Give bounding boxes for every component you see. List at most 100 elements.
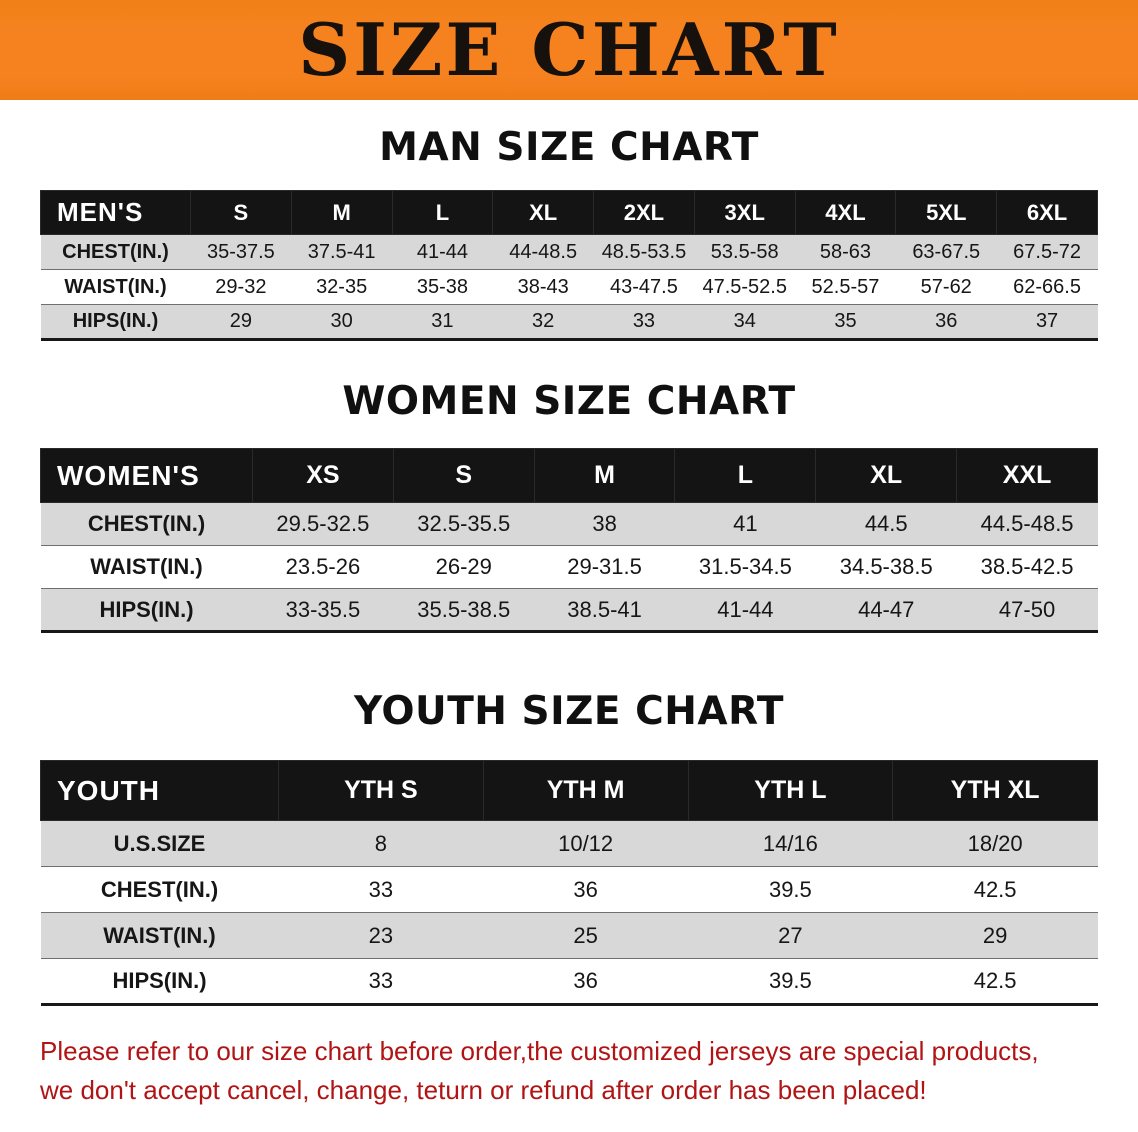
size-value-cell: 32-35 [291,269,393,305]
size-value-cell: 41-44 [392,234,493,270]
size-value-cell: 47.5-52.5 [694,269,796,305]
size-value-cell: 42.5 [892,866,1098,913]
size-value-cell: 10/12 [483,820,688,867]
size-value-cell: 44-48.5 [492,234,594,270]
size-column-header: XXL [956,448,1098,503]
size-value-cell: 43-47.5 [593,269,695,305]
size-value-cell: 37.5-41 [291,234,393,270]
size-value-cell: 39.5 [688,866,893,913]
size-value-cell: 35 [795,304,896,340]
size-value-cell: 31 [392,304,493,340]
size-column-header: L [674,448,817,503]
row-label: CHEST(IN.) [40,502,253,546]
size-value-cell: 67.5-72 [996,234,1098,270]
size-value-cell: 30 [291,304,393,340]
row-label: WAIST(IN.) [40,912,279,959]
size-value-cell: 36 [895,304,997,340]
size-value-cell: 23.5-26 [252,545,394,589]
women-section-title: WOMEN SIZE CHART [342,379,796,424]
youth-table-title-cell: YOUTH [40,760,279,821]
youth-header-row: YOUTH YTH S YTH M YTH L YTH XL [40,760,1098,821]
youth-size-table: YOUTH YTH S YTH M YTH L YTH XL U.S.SIZE … [40,760,1098,1006]
size-value-cell: 25 [483,912,688,959]
size-value-cell: 34 [694,304,796,340]
row-label: HIPS(IN.) [40,958,279,1005]
size-value-cell: 52.5-57 [795,269,896,305]
youth-section-title: YOUTH SIZE CHART [354,689,784,734]
size-column-header: L [391,190,494,235]
size-value-cell: 44-47 [815,588,957,632]
women-size-table: WOMEN'S XS S M L XL XXL CHEST(IN.) 29.5-… [40,448,1098,633]
size-column-header: YTH XL [892,760,1098,821]
men-header-row: MEN'S S M L XL 2XL 3XL 4XL 5XL 6XL [40,190,1098,235]
row-label: CHEST(IN.) [40,866,279,913]
size-value-cell: 42.5 [892,958,1098,1005]
size-value-cell: 27 [688,912,893,959]
women-header-row: WOMEN'S XS S M L XL XXL [40,448,1098,503]
size-value-cell: 38 [534,502,675,546]
youth-chest-row: CHEST(IN.) 33 36 39.5 42.5 [40,866,1098,913]
row-label: WAIST(IN.) [40,269,191,305]
disclaimer-line-1: Please refer to our size chart before or… [40,1036,1039,1066]
row-label: HIPS(IN.) [40,588,253,632]
size-value-cell: 32 [492,304,594,340]
size-value-cell: 33 [278,866,484,913]
size-value-cell: 38.5-42.5 [956,545,1098,589]
size-value-cell: 18/20 [892,820,1098,867]
women-table-title-cell: WOMEN'S [40,448,253,503]
size-value-cell: 44.5-48.5 [956,502,1098,546]
size-value-cell: 44.5 [815,502,957,546]
size-column-header: 3XL [693,190,796,235]
size-value-cell: 8 [278,820,484,867]
size-value-cell: 63-67.5 [895,234,997,270]
size-column-header: 6XL [996,190,1098,235]
size-value-cell: 31.5-34.5 [674,545,816,589]
row-label: U.S.SIZE [40,820,279,867]
size-value-cell: 29-32 [190,269,292,305]
footer-disclaimer: Please refer to our size chart before or… [40,1032,1100,1110]
size-value-cell: 57-62 [895,269,997,305]
size-value-cell: 53.5-58 [694,234,796,270]
size-column-header: YTH M [482,760,689,821]
size-value-cell: 41 [674,502,816,546]
size-value-cell: 33 [593,304,695,340]
size-value-cell: 47-50 [956,588,1098,632]
men-chest-row: CHEST(IN.) 35-37.5 37.5-41 41-44 44-48.5… [40,234,1098,270]
size-value-cell: 14/16 [688,820,893,867]
women-chest-row: CHEST(IN.) 29.5-32.5 32.5-35.5 38 41 44.… [40,502,1098,546]
size-value-cell: 37 [996,304,1098,340]
size-column-header: XS [252,448,394,503]
youth-size-section: YOUTH SIZE CHART YOUTH YTH S YTH M YTH L… [0,689,1138,1006]
size-value-cell: 34.5-38.5 [815,545,957,589]
size-value-cell: 41-44 [674,588,816,632]
row-label: CHEST(IN.) [40,234,191,270]
size-value-cell: 29-31.5 [534,545,675,589]
women-waist-row: WAIST(IN.) 23.5-26 26-29 29-31.5 31.5-34… [40,545,1098,589]
size-value-cell: 29 [892,912,1098,959]
size-value-cell: 38-43 [492,269,594,305]
size-value-cell: 29 [190,304,292,340]
size-column-header: 5XL [895,190,998,235]
youth-ussize-row: U.S.SIZE 8 10/12 14/16 18/20 [40,820,1098,867]
row-label: HIPS(IN.) [40,304,191,340]
size-value-cell: 33-35.5 [252,588,394,632]
men-section-title: MAN SIZE CHART [379,125,759,170]
size-value-cell: 62-66.5 [996,269,1098,305]
women-size-section: WOMEN SIZE CHART WOMEN'S XS S M L XL XXL… [0,379,1138,633]
men-waist-row: WAIST(IN.) 29-32 32-35 35-38 38-43 43-47… [40,269,1098,305]
size-value-cell: 29.5-32.5 [252,502,394,546]
women-hips-row: HIPS(IN.) 33-35.5 35.5-38.5 38.5-41 41-4… [40,588,1098,632]
size-column-header: YTH S [278,760,484,821]
size-column-header: 4XL [794,190,897,235]
men-table-title-cell: MEN'S [40,190,191,235]
men-hips-row: HIPS(IN.) 29 30 31 32 33 34 35 36 37 [40,304,1098,340]
size-value-cell: 26-29 [393,545,535,589]
size-value-cell: 36 [483,866,688,913]
size-value-cell: 39.5 [688,958,893,1005]
row-label: WAIST(IN.) [40,545,253,589]
size-value-cell: 35-37.5 [190,234,292,270]
disclaimer-line-2: we don't accept cancel, change, teturn o… [40,1075,927,1105]
size-value-cell: 23 [278,912,484,959]
size-value-cell: 36 [483,958,688,1005]
youth-waist-row: WAIST(IN.) 23 25 27 29 [40,912,1098,959]
